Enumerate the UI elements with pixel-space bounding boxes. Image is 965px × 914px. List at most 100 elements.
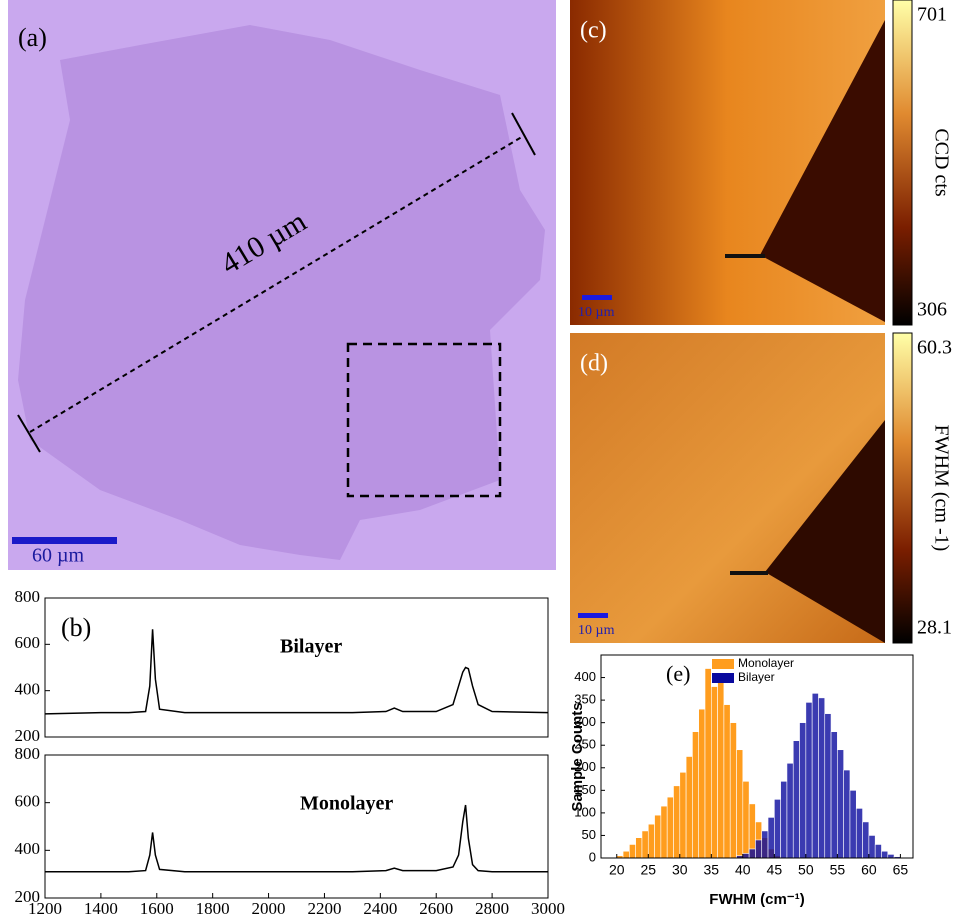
colorbar-label: CCD cts: [930, 128, 952, 197]
colorbar: [893, 0, 912, 325]
colorbar-tick-label: 60.3: [917, 337, 952, 359]
legend-swatch: [712, 659, 734, 669]
x-tick-label: 1800: [196, 899, 230, 914]
panel-c: [570, 0, 912, 325]
panel-label: (d): [580, 351, 608, 377]
x-tick-label: 25: [640, 862, 656, 878]
x-tick-label: 1400: [84, 899, 118, 914]
hist-bar: [762, 831, 768, 858]
hist-bar: [888, 854, 894, 858]
hist-bar: [737, 750, 743, 858]
figure: (a) 410 µm 60 µm 200400600800(b)Bilayer2…: [0, 0, 965, 914]
x-tick-label: 35: [704, 862, 720, 878]
hist-bar: [648, 824, 654, 858]
y-tick-label: 0: [589, 849, 596, 864]
hist-bar: [825, 714, 831, 858]
hist-bar: [850, 790, 856, 858]
panel-d: [570, 333, 912, 643]
x-tick-label: 20: [609, 862, 625, 878]
hist-bar: [749, 849, 755, 858]
hist-bar: [711, 687, 717, 858]
y-tick-label: 400: [574, 669, 596, 684]
panel-label: (e): [666, 661, 690, 686]
hist-bar: [806, 702, 812, 858]
y-tick-label: 50: [582, 827, 596, 842]
hist-bar: [781, 781, 787, 858]
hist-bar: [844, 770, 850, 858]
legend-label: Bilayer: [738, 670, 775, 684]
scale-bar: [12, 537, 117, 544]
panel-label: (a): [18, 23, 47, 52]
x-tick-label: 3000: [531, 899, 565, 914]
hist-bar: [743, 853, 749, 858]
hist-bar: [743, 781, 749, 858]
hist-bar: [863, 822, 869, 858]
hist-bar: [636, 838, 642, 858]
colorbar: [893, 333, 912, 643]
hist-bar: [856, 808, 862, 858]
hist-bar: [655, 815, 661, 858]
hist-bar: [793, 741, 799, 858]
x-tick-label: 2000: [252, 899, 286, 914]
colorbar-tick-label: 306: [917, 299, 947, 321]
hist-bar: [837, 750, 843, 858]
hist-bar: [680, 772, 686, 858]
x-tick-label: 40: [735, 862, 751, 878]
x-tick-label: 2600: [419, 899, 453, 914]
legend-swatch: [712, 673, 734, 683]
hist-bar: [730, 723, 736, 858]
colorbar-tick-label: 701: [917, 4, 947, 26]
x-tick-label: 1200: [28, 899, 62, 914]
scale-bar: [582, 295, 612, 300]
flake: [18, 25, 545, 560]
hist-bar: [774, 799, 780, 858]
annotation: Bilayer: [280, 636, 342, 658]
scale-label: 10 µm: [578, 305, 615, 320]
hist-bar: [768, 817, 774, 858]
y-tick-label: 200: [15, 726, 41, 745]
hist-bar: [812, 693, 818, 858]
hist-bar: [724, 705, 730, 858]
panel-label: (b): [61, 613, 91, 642]
hist-bar: [661, 806, 667, 858]
y-tick-label: 600: [15, 792, 41, 811]
colorbar-label: FWHM (cm -1): [930, 425, 952, 552]
hist-bar: [673, 786, 679, 858]
hist-bar: [755, 840, 761, 858]
x-tick-label: 2800: [475, 899, 509, 914]
annotation: Monolayer: [300, 793, 393, 815]
hist-bar: [787, 763, 793, 858]
hist-bar: [692, 732, 698, 858]
x-tick-label: 50: [798, 862, 814, 878]
x-tick-label: 1600: [140, 899, 174, 914]
y-tick-label: 400: [15, 680, 41, 699]
plot-frame: [45, 598, 548, 737]
hist-bar: [642, 831, 648, 858]
scale-bar: [578, 613, 608, 618]
plot-frame: [45, 755, 548, 898]
hist-bar: [831, 732, 837, 858]
y-tick-label: 600: [15, 633, 41, 652]
x-tick-label: 2200: [307, 899, 341, 914]
panel-a: (a) 410 µm 60 µm: [8, 0, 556, 570]
scale-label: 10 µm: [578, 623, 615, 638]
x-tick-label: 65: [893, 862, 909, 878]
hist-bar: [699, 709, 705, 858]
hist-bar: [800, 723, 806, 858]
colorbar-tick-label: 28.1: [917, 617, 952, 639]
x-tick-label: 2400: [363, 899, 397, 914]
hist-bar: [818, 698, 824, 858]
y-tick-label: 800: [15, 744, 41, 763]
panel-label: (c): [580, 18, 607, 44]
y-tick-label: 800: [15, 587, 41, 606]
legend-label: Monolayer: [738, 656, 794, 670]
hist-bar: [875, 844, 881, 858]
y-tick-label: 400: [15, 839, 41, 858]
hist-bar: [623, 851, 629, 858]
scale-label: 60 µm: [32, 545, 85, 567]
x-axis-label: FWHM (cm⁻¹): [709, 891, 804, 908]
hist-bar: [629, 844, 635, 858]
x-tick-label: 55: [830, 862, 846, 878]
spectrum: [45, 805, 548, 872]
hist-bar: [881, 851, 887, 858]
